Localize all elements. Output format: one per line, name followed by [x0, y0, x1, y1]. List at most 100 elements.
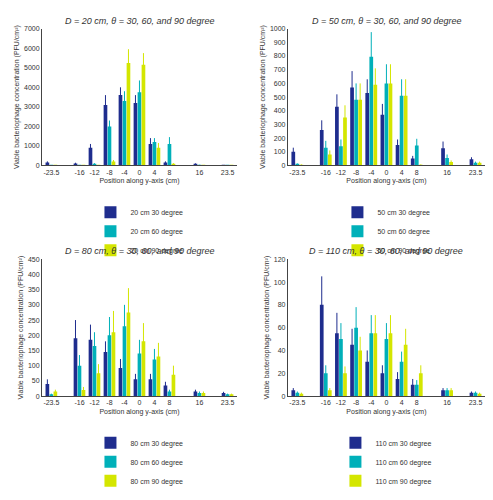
svg-text:4: 4 [152, 399, 156, 406]
svg-text:D = 20 cm, θ = 30, 60, and 90: D = 20 cm, θ = 30, 60, and 90 degree [65, 16, 214, 26]
svg-text:16: 16 [196, 169, 204, 176]
svg-text:60: 60 [278, 324, 286, 331]
svg-text:Position along y-axis (cm): Position along y-axis (cm) [99, 177, 179, 185]
svg-text:120: 120 [274, 256, 286, 263]
svg-text:100: 100 [274, 279, 286, 286]
svg-text:-4: -4 [121, 399, 127, 406]
svg-text:23.5: 23.5 [221, 399, 235, 406]
svg-text:0: 0 [282, 162, 286, 169]
svg-text:4: 4 [152, 169, 156, 176]
svg-text:D = 50 cm, θ = 30, 60, and 90: D = 50 cm, θ = 30, 60, and 90 degree [312, 16, 461, 26]
svg-text:20 cm 60 degree: 20 cm 60 degree [130, 228, 183, 236]
svg-text:80 cm 60 degree: 80 cm 60 degree [130, 459, 183, 467]
svg-text:800: 800 [274, 52, 286, 59]
svg-text:600: 600 [274, 80, 286, 87]
svg-text:23.5: 23.5 [469, 399, 483, 406]
svg-text:-12: -12 [336, 399, 346, 406]
svg-text:23.5: 23.5 [469, 169, 483, 176]
svg-text:20: 20 [278, 370, 286, 377]
svg-text:Position along y-axis (cm): Position along y-axis (cm) [346, 177, 426, 185]
svg-text:6000: 6000 [24, 45, 40, 52]
svg-text:250: 250 [28, 317, 40, 324]
svg-text:350: 350 [28, 286, 40, 293]
svg-text:-16: -16 [74, 399, 84, 406]
svg-text:100: 100 [28, 362, 40, 369]
svg-text:2000: 2000 [24, 123, 40, 130]
svg-text:7000: 7000 [24, 25, 40, 32]
svg-text:16: 16 [443, 169, 451, 176]
svg-text:110 cm 90 degree: 110 cm 90 degree [375, 478, 431, 486]
svg-text:700: 700 [274, 66, 286, 73]
svg-text:-8: -8 [106, 399, 112, 406]
svg-text:Viable bacteriophage concentra: Viable bacteriophage concentration (PFU/… [263, 256, 271, 400]
svg-text:80: 80 [278, 301, 286, 308]
svg-text:-23.5: -23.5 [289, 399, 305, 406]
svg-text:-23.5: -23.5 [289, 169, 305, 176]
svg-text:80 cm 90 degree: 80 cm 90 degree [130, 478, 183, 486]
svg-text:20 cm 90 degree: 20 cm 90 degree [130, 247, 183, 255]
svg-text:Position along y-axis (cm): Position along y-axis (cm) [99, 408, 179, 416]
svg-text:3000: 3000 [24, 103, 40, 110]
svg-text:4: 4 [400, 399, 404, 406]
svg-text:50 cm 30 degree: 50 cm 30 degree [377, 209, 430, 217]
svg-text:0: 0 [138, 169, 142, 176]
svg-text:900: 900 [274, 39, 286, 46]
svg-text:100: 100 [274, 148, 286, 155]
svg-text:-8: -8 [353, 169, 359, 176]
svg-text:-16: -16 [321, 399, 331, 406]
svg-text:23.5: 23.5 [221, 169, 235, 176]
svg-text:-4: -4 [368, 399, 374, 406]
svg-text:-16: -16 [74, 169, 84, 176]
svg-text:20 cm 30 degree: 20 cm 30 degree [130, 209, 183, 217]
svg-text:Position along y-axis (cm): Position along y-axis (cm) [346, 408, 426, 416]
svg-text:Viable bacteriophage concentra: Viable bacteriophage concentration (PFU/… [17, 256, 25, 400]
svg-text:16: 16 [443, 399, 451, 406]
svg-text:50 cm 90 degree: 50 cm 90 degree [377, 247, 430, 255]
svg-text:8: 8 [167, 399, 171, 406]
svg-text:4: 4 [400, 169, 404, 176]
svg-text:450: 450 [28, 256, 40, 263]
svg-text:40: 40 [278, 347, 286, 354]
svg-text:5000: 5000 [24, 64, 40, 71]
svg-text:50 cm 60 degree: 50 cm 60 degree [377, 228, 430, 236]
svg-text:400: 400 [28, 271, 40, 278]
svg-text:-12: -12 [89, 399, 99, 406]
svg-text:-12: -12 [336, 169, 346, 176]
svg-text:Viable bacteriophage concentra: Viable bacteriophage concentration (PFU/… [259, 25, 267, 169]
svg-text:-8: -8 [353, 399, 359, 406]
svg-text:300: 300 [28, 301, 40, 308]
svg-text:-4: -4 [121, 169, 127, 176]
svg-text:8: 8 [415, 399, 419, 406]
svg-text:80 cm 30 degree: 80 cm 30 degree [130, 440, 183, 448]
svg-text:D = 80 cm, θ = 30, 60, and 90: D = 80 cm, θ = 30, 60, and 90 degree [65, 246, 214, 256]
svg-text:-12: -12 [89, 169, 99, 176]
svg-text:1000: 1000 [270, 25, 286, 32]
svg-text:200: 200 [28, 332, 40, 339]
svg-text:0: 0 [36, 393, 40, 400]
svg-text:0: 0 [384, 399, 388, 406]
svg-text:-23.5: -23.5 [43, 169, 59, 176]
svg-text:200: 200 [274, 135, 286, 142]
svg-text:8: 8 [415, 169, 419, 176]
svg-text:110 cm 60 degree: 110 cm 60 degree [375, 459, 431, 467]
svg-text:0: 0 [282, 393, 286, 400]
svg-text:Viable bacteriophage concentra: Viable bacteriophage concentration (PFU/… [13, 25, 21, 169]
svg-text:-16: -16 [321, 169, 331, 176]
svg-text:1000: 1000 [24, 142, 40, 149]
svg-text:8: 8 [167, 169, 171, 176]
svg-text:0: 0 [138, 399, 142, 406]
svg-text:D = 110 cm, θ = 30, 60, and 90: D = 110 cm, θ = 30, 60, and 90 degree [309, 246, 463, 256]
svg-text:0: 0 [36, 162, 40, 169]
svg-text:-4: -4 [368, 169, 374, 176]
svg-text:400: 400 [274, 107, 286, 114]
svg-text:0: 0 [384, 169, 388, 176]
svg-text:-23.5: -23.5 [43, 399, 59, 406]
svg-text:150: 150 [28, 347, 40, 354]
svg-text:300: 300 [274, 121, 286, 128]
svg-text:50: 50 [32, 377, 40, 384]
svg-text:4000: 4000 [24, 84, 40, 91]
svg-text:110 cm 30 degree: 110 cm 30 degree [375, 440, 431, 448]
svg-text:16: 16 [196, 399, 204, 406]
svg-text:-8: -8 [106, 169, 112, 176]
svg-text:500: 500 [274, 94, 286, 101]
